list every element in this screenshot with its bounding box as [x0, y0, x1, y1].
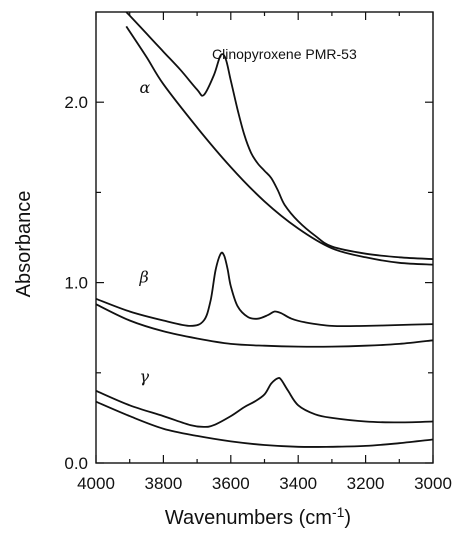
- plot-area: [96, 12, 433, 448]
- spectrum-line-1: [125, 12, 433, 260]
- series-label: α: [139, 78, 150, 97]
- series-label: γ: [139, 367, 149, 386]
- x-tick-label: 4000: [77, 474, 115, 493]
- spectrum-line-2: [125, 25, 433, 266]
- x-axis-title: Wavenumbers (cm-1): [165, 504, 351, 529]
- y-tick-label: 0.0: [64, 454, 88, 473]
- x-tick-label: 3200: [347, 474, 385, 493]
- x-axis-title-main: Wavenumbers (cm: [165, 507, 332, 529]
- y-tick-label: 1.0: [64, 274, 88, 293]
- x-axis-title-superscript: -1: [332, 504, 345, 520]
- x-axis-title-suffix: ): [344, 507, 351, 529]
- x-tick-label: 3800: [144, 474, 182, 493]
- spectrum-line-3: [96, 251, 433, 328]
- y-tick-label: 2.0: [64, 93, 88, 112]
- spectrum-line-4: [96, 303, 433, 348]
- series-label: β: [138, 268, 148, 287]
- x-tick-label: 3600: [212, 474, 250, 493]
- y-axis-title: Absorbance: [13, 191, 35, 298]
- spectrum-line-6: [96, 400, 433, 448]
- labels: Clinopyroxene PMR-53 Absorbance Wavenumb…: [13, 46, 452, 529]
- axes: [95, 11, 434, 464]
- chart-annotation: Clinopyroxene PMR-53: [212, 46, 357, 62]
- x-tick-label: 3400: [279, 474, 317, 493]
- spectrum-line-5: [96, 377, 433, 428]
- x-tick-label: 3000: [414, 474, 452, 493]
